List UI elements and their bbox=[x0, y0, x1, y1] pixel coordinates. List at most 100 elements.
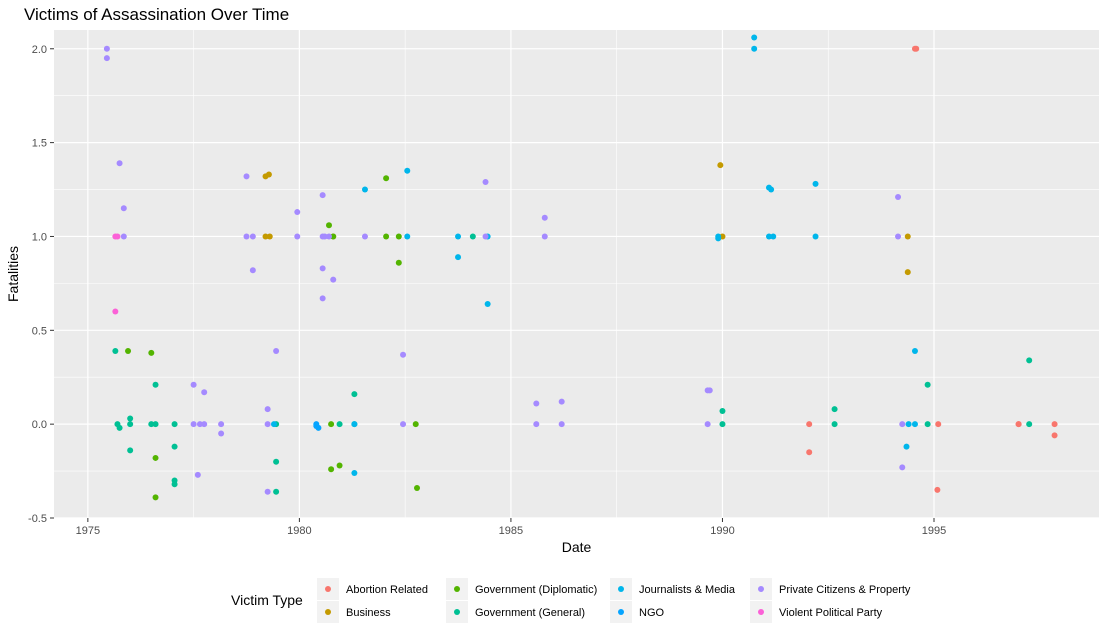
y-axis-ticks: -0.5 0.0 0.5 1.0 1.5 2.0 bbox=[28, 44, 54, 525]
x-tick-label: 1995 bbox=[922, 525, 946, 537]
data-point bbox=[127, 421, 134, 428]
legend-label: Business bbox=[346, 607, 391, 619]
data-point bbox=[903, 443, 910, 450]
data-point bbox=[196, 421, 203, 428]
data-point bbox=[899, 421, 906, 428]
data-point bbox=[112, 308, 119, 315]
legend-label: Abortion Related bbox=[346, 584, 428, 596]
x-tick-label: 1990 bbox=[710, 525, 734, 537]
data-point bbox=[935, 421, 942, 428]
legend-label: Government (General) bbox=[475, 607, 585, 619]
data-point bbox=[455, 254, 462, 261]
data-point bbox=[806, 449, 813, 456]
data-point bbox=[541, 214, 548, 221]
data-point bbox=[319, 192, 326, 199]
data-point bbox=[262, 233, 269, 240]
data-point bbox=[264, 406, 271, 413]
data-point bbox=[319, 295, 326, 302]
data-point bbox=[243, 233, 250, 240]
data-point bbox=[924, 381, 931, 388]
data-point bbox=[294, 233, 301, 240]
data-point bbox=[717, 162, 724, 169]
data-point bbox=[326, 222, 332, 229]
data-point bbox=[326, 233, 332, 240]
legend-label: Private Citizens & Property bbox=[779, 584, 911, 596]
data-point bbox=[766, 233, 772, 240]
data-point bbox=[1015, 421, 1022, 428]
minor-gridlines bbox=[54, 30, 1099, 518]
data-point bbox=[455, 233, 462, 240]
data-point bbox=[249, 267, 256, 274]
data-point bbox=[328, 466, 335, 473]
chart-title: Victims of Assassination Over Time bbox=[24, 5, 289, 24]
data-point bbox=[706, 387, 713, 394]
data-point bbox=[273, 488, 280, 495]
data-point bbox=[482, 233, 489, 240]
data-point bbox=[719, 421, 726, 428]
data-point bbox=[336, 421, 343, 428]
data-point bbox=[351, 421, 358, 428]
data-point bbox=[1026, 357, 1033, 364]
data-point bbox=[383, 233, 390, 240]
data-point bbox=[120, 205, 127, 212]
data-point bbox=[190, 381, 197, 388]
data-point bbox=[812, 180, 819, 187]
data-point bbox=[120, 233, 127, 240]
data-point bbox=[395, 233, 402, 240]
data-point bbox=[404, 233, 411, 240]
data-point bbox=[704, 421, 711, 428]
data-point bbox=[400, 421, 407, 428]
data-point bbox=[114, 233, 121, 240]
major-gridlines bbox=[54, 30, 1099, 519]
data-point bbox=[315, 424, 322, 431]
data-point bbox=[194, 471, 201, 478]
data-point bbox=[831, 421, 838, 428]
data-point bbox=[249, 233, 256, 240]
data-point bbox=[895, 233, 902, 240]
x-tick-label: 1975 bbox=[76, 525, 100, 537]
data-point bbox=[330, 233, 337, 240]
legend-marker bbox=[325, 586, 331, 592]
data-point bbox=[148, 421, 155, 428]
x-axis-title: Date bbox=[562, 539, 592, 555]
data-point bbox=[934, 486, 941, 493]
legend-marker bbox=[618, 586, 624, 592]
data-point bbox=[895, 194, 902, 201]
legend-marker bbox=[325, 609, 331, 615]
data-point bbox=[806, 421, 813, 428]
data-point bbox=[243, 173, 250, 180]
legend: Victim Type Abortion Related Business Gove… bbox=[231, 578, 911, 623]
data-point bbox=[719, 408, 726, 415]
data-point bbox=[273, 347, 280, 354]
data-point bbox=[904, 269, 911, 276]
data-point bbox=[412, 421, 419, 428]
data-point bbox=[218, 421, 225, 428]
data-point bbox=[171, 481, 178, 488]
data-point bbox=[911, 347, 918, 354]
y-axis-title: Fatalities bbox=[5, 246, 21, 302]
y-tick-label: 1.5 bbox=[32, 138, 47, 150]
data-point bbox=[218, 430, 225, 437]
data-point bbox=[533, 400, 540, 407]
data-point bbox=[321, 233, 328, 240]
data-point bbox=[558, 421, 565, 428]
data-point bbox=[770, 233, 777, 240]
data-point bbox=[328, 421, 335, 428]
data-point bbox=[125, 347, 132, 354]
x-axis-ticks: 1975 1980 1985 1990 1995 bbox=[76, 518, 946, 537]
legend-marker bbox=[618, 609, 624, 615]
data-point bbox=[171, 443, 178, 450]
data-point bbox=[482, 179, 489, 186]
data-point bbox=[924, 421, 931, 428]
data-point bbox=[404, 167, 411, 174]
data-point bbox=[152, 454, 159, 461]
legend-marker bbox=[758, 586, 764, 592]
data-point bbox=[1051, 421, 1058, 428]
y-tick-label: 1.0 bbox=[32, 231, 47, 243]
data-point bbox=[911, 421, 918, 428]
data-point bbox=[190, 421, 197, 428]
data-point bbox=[266, 233, 273, 240]
data-point bbox=[383, 175, 390, 182]
data-point bbox=[264, 421, 271, 428]
